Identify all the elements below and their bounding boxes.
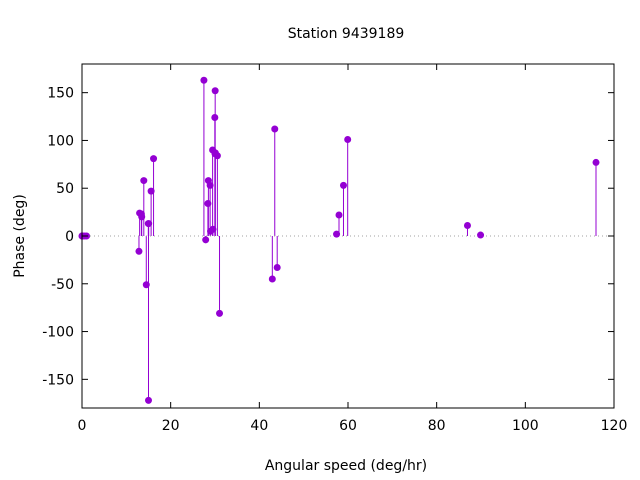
data-point [271,125,279,133]
data-point [202,236,210,244]
y-tick-label: -50 [51,277,74,293]
data-point [142,281,150,289]
data-point [211,87,219,95]
data-point [135,247,143,255]
y-tick-label: -150 [42,372,74,388]
x-tick-label: 40 [250,418,268,434]
axis-ticks: 0 20 40 60 80 100 120 -150 -100 -50 0 50 100 150 [42,64,627,434]
data-point [147,187,155,195]
data-point [592,158,600,166]
data-point [339,181,347,189]
data-point [268,275,276,283]
data-point [204,200,212,208]
data-point [216,309,224,317]
data-point [333,230,341,238]
x-tick-label: 20 [162,418,180,434]
x-tick-label: 60 [339,418,357,434]
y-tick-label: 50 [56,181,74,197]
data-point [138,213,146,221]
data-point [145,220,153,228]
data-point [200,76,208,84]
data-point [477,231,485,239]
y-tick-label: 0 [65,229,74,245]
data-point [145,396,152,404]
x-tick-label: 80 [428,418,446,434]
data-point [140,177,148,185]
x-axis-label: Angular speed (deg/hr) [265,458,427,474]
x-tick-label: 0 [78,418,87,434]
x-tick-label: 100 [512,418,539,434]
data-point [211,114,219,122]
y-tick-label: 150 [47,86,74,102]
stem-lines [138,80,597,401]
y-axis-label: Phase (deg) [12,194,28,278]
x-tick-label: 120 [601,418,628,434]
data-point [209,225,217,233]
data-points [78,76,600,404]
data-point [213,152,221,160]
y-tick-label: 100 [47,133,74,149]
data-point [273,264,281,272]
data-point [150,155,158,163]
data-point [463,221,471,229]
chart-title: Station 9439189 [288,26,405,42]
y-tick-label: -100 [42,325,74,341]
data-point [335,211,343,219]
data-point [206,181,214,189]
data-point [344,135,352,143]
